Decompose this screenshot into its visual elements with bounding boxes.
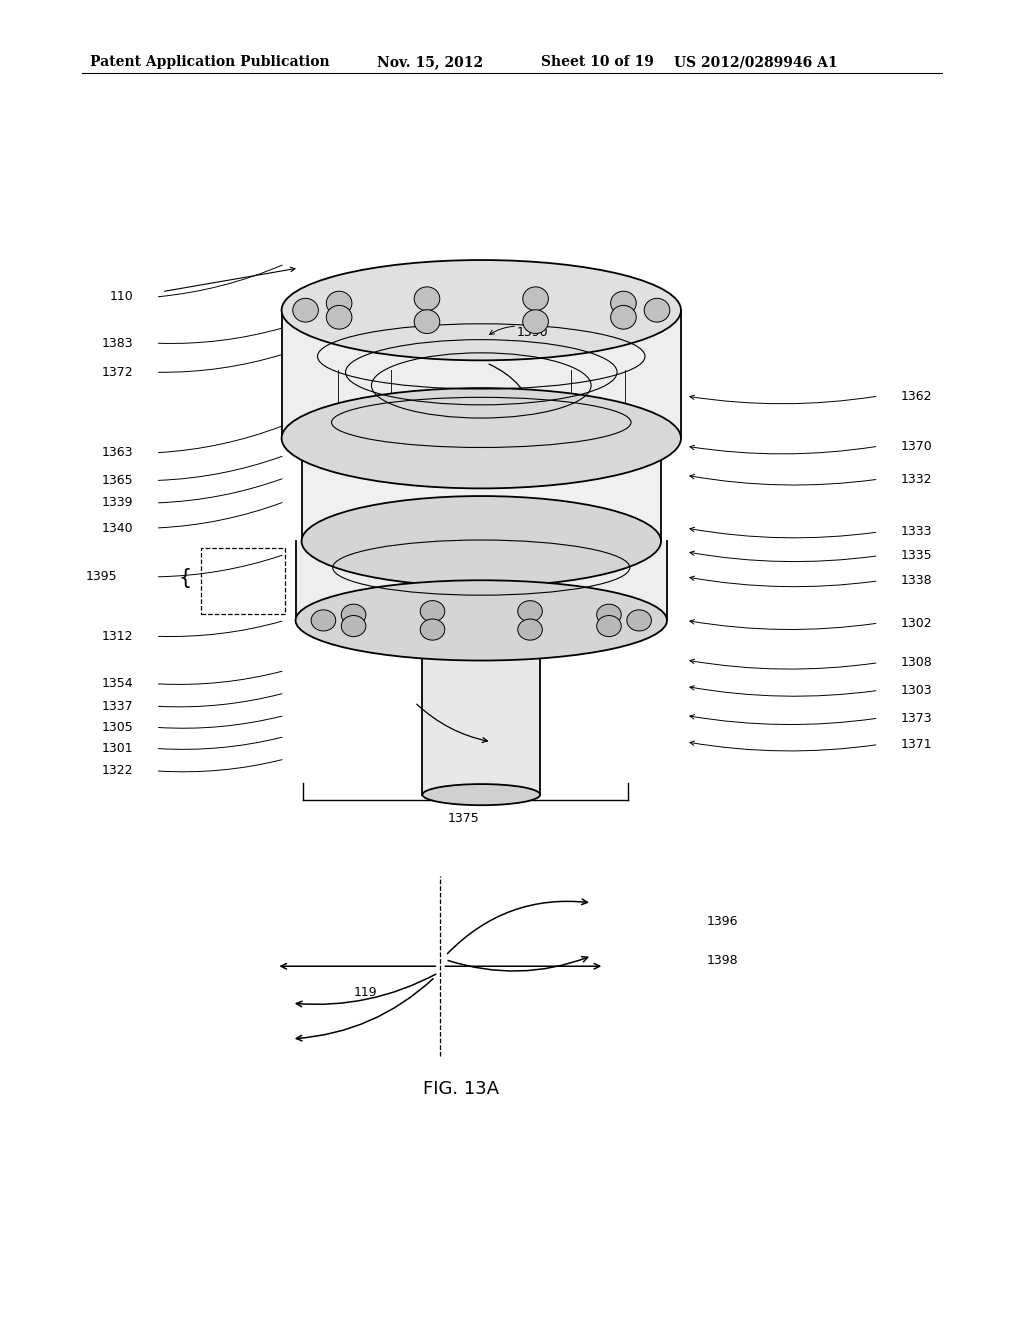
Text: 1301: 1301: [101, 742, 133, 755]
Text: 1337: 1337: [101, 700, 133, 713]
Text: {: {: [178, 568, 191, 589]
Ellipse shape: [341, 615, 366, 636]
Ellipse shape: [420, 619, 444, 640]
Text: 1335: 1335: [901, 549, 933, 562]
Ellipse shape: [523, 310, 549, 334]
Ellipse shape: [311, 610, 336, 631]
Text: 1396: 1396: [707, 915, 738, 928]
Text: 1395: 1395: [86, 570, 118, 583]
Text: 119: 119: [353, 986, 377, 999]
Text: 1373: 1373: [901, 711, 933, 725]
Text: 1308: 1308: [901, 656, 933, 669]
Ellipse shape: [414, 310, 439, 334]
Bar: [301, 438, 662, 541]
Text: 1362: 1362: [901, 389, 933, 403]
Ellipse shape: [610, 292, 636, 315]
Ellipse shape: [414, 286, 439, 310]
Text: 1371: 1371: [901, 738, 933, 751]
Text: 1370: 1370: [901, 440, 933, 453]
Text: Patent Application Publication: Patent Application Publication: [90, 55, 330, 70]
Bar: [296, 541, 667, 620]
Ellipse shape: [420, 601, 444, 622]
Ellipse shape: [422, 610, 541, 631]
Ellipse shape: [282, 388, 681, 488]
Text: 1398: 1398: [707, 954, 738, 968]
Ellipse shape: [293, 298, 318, 322]
Ellipse shape: [301, 496, 662, 586]
Text: 1363: 1363: [101, 446, 133, 459]
Bar: [422, 620, 541, 795]
Ellipse shape: [327, 305, 352, 329]
Text: 1312: 1312: [101, 630, 133, 643]
Ellipse shape: [610, 305, 636, 329]
Bar: [282, 310, 681, 438]
Ellipse shape: [597, 605, 622, 626]
Ellipse shape: [518, 601, 543, 622]
Text: Nov. 15, 2012: Nov. 15, 2012: [377, 55, 483, 70]
Ellipse shape: [523, 286, 549, 310]
Text: FIG. 13A: FIG. 13A: [423, 1080, 499, 1098]
Ellipse shape: [296, 581, 667, 660]
Text: Sheet 10 of 19: Sheet 10 of 19: [541, 55, 653, 70]
Ellipse shape: [644, 298, 670, 322]
Ellipse shape: [341, 605, 366, 626]
Text: 1354: 1354: [101, 677, 133, 690]
Ellipse shape: [597, 615, 622, 636]
Ellipse shape: [327, 292, 352, 315]
Text: 1322: 1322: [101, 764, 133, 777]
Text: 1390: 1390: [517, 326, 549, 339]
Text: 1383: 1383: [101, 337, 133, 350]
Text: 1303: 1303: [901, 684, 933, 697]
Text: 1375: 1375: [447, 812, 480, 825]
Text: 1302: 1302: [901, 616, 933, 630]
Text: 1340: 1340: [101, 521, 133, 535]
Text: 1372: 1372: [101, 366, 133, 379]
Text: 1333: 1333: [901, 525, 933, 539]
Text: 1338: 1338: [901, 574, 933, 587]
Ellipse shape: [518, 619, 543, 640]
Ellipse shape: [282, 260, 681, 360]
Text: 1365: 1365: [101, 474, 133, 487]
Ellipse shape: [422, 784, 541, 805]
Text: US 2012/0289946 A1: US 2012/0289946 A1: [674, 55, 838, 70]
Text: 1339: 1339: [101, 496, 133, 510]
Text: 1305: 1305: [101, 721, 133, 734]
Text: 110: 110: [110, 290, 133, 304]
Text: 1332: 1332: [901, 473, 933, 486]
Ellipse shape: [627, 610, 651, 631]
